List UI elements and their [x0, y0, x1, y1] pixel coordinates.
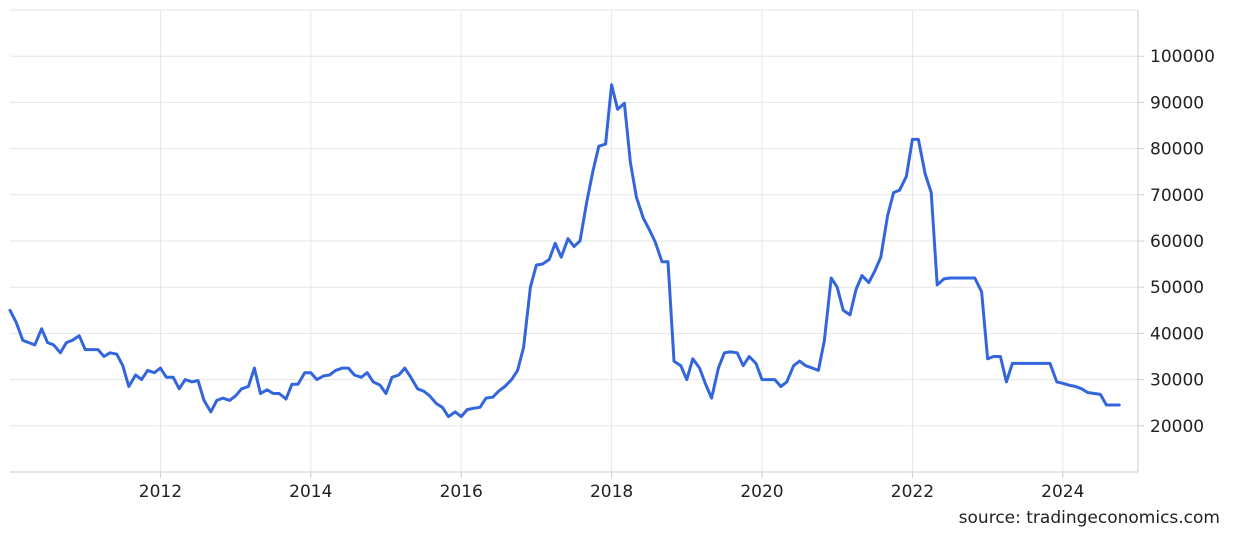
series-line: [8, 83, 1121, 419]
x-tick-label: 2012: [139, 482, 182, 502]
y-tick-label: 50000: [1150, 278, 1204, 298]
x-tick-label: 2020: [740, 482, 783, 502]
x-axis-ticks: 2012 2014 2016 2018 2020 2022 2024: [139, 472, 1084, 502]
grid-lines: [10, 9, 1138, 473]
x-tick-label: 2024: [1041, 482, 1084, 502]
x-tick-label: 2016: [440, 482, 483, 502]
y-tick-label: 60000: [1150, 232, 1204, 252]
y-tick-label: 70000: [1150, 186, 1204, 206]
y-tick-label: 90000: [1150, 93, 1204, 113]
source-attribution: source: tradingeconomics.com: [958, 508, 1220, 528]
y-tick-label: 20000: [1150, 417, 1204, 437]
x-tick-label: 2022: [891, 482, 934, 502]
x-tick-label: 2014: [289, 482, 332, 502]
series-group: [8, 83, 1121, 419]
y-axis-ticks: 20000 30000 40000 50000 60000 70000 80000 90000…: [1138, 47, 1215, 437]
y-tick-label: 30000: [1150, 371, 1204, 391]
y-tick-label: 80000: [1150, 140, 1204, 160]
x-tick-label: 2018: [590, 482, 633, 502]
y-tick-label: 40000: [1150, 324, 1204, 344]
y-tick-label: 100000: [1150, 47, 1215, 67]
